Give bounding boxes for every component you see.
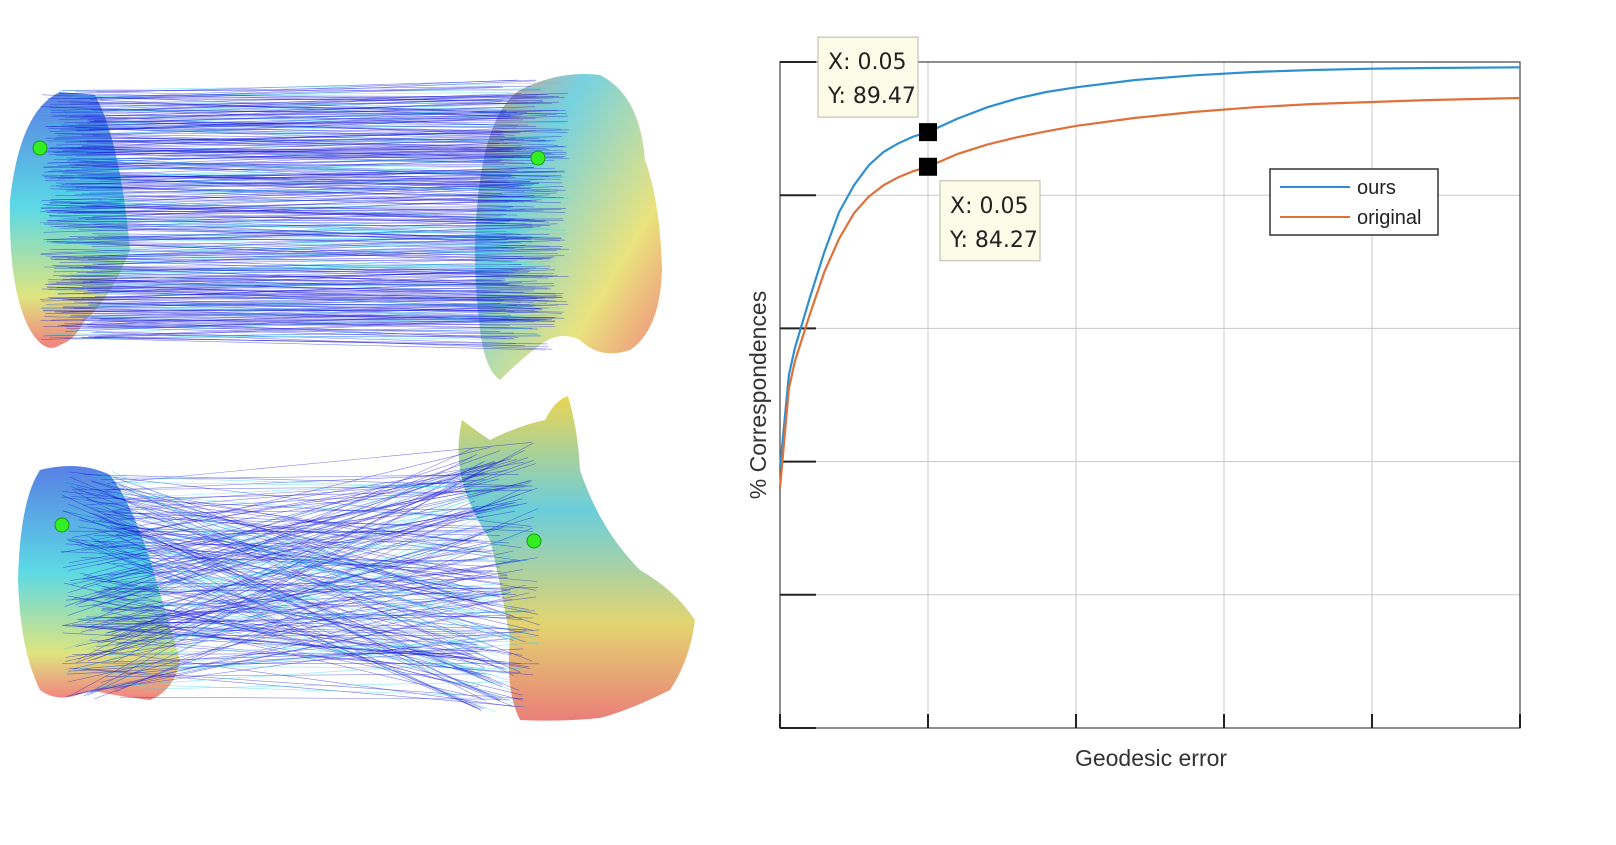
datatip-x: X: 0.05 bbox=[950, 194, 1028, 219]
x-axis-label: Geodesic error bbox=[1075, 745, 1227, 771]
series-line-original bbox=[778, 96, 1521, 489]
top-correspondence-lines bbox=[40, 79, 570, 351]
keypoint-marker bbox=[32, 140, 48, 156]
bottom-right-cat-shape bbox=[458, 396, 695, 721]
datatip-y: Y: 84.27 bbox=[949, 228, 1038, 253]
keypoint-marker bbox=[526, 533, 542, 549]
datatip-marker bbox=[919, 123, 937, 142]
legend-entry-ours: ours bbox=[1357, 177, 1396, 199]
datatip-y: Y: 89.47 bbox=[827, 84, 916, 109]
datatip-box: X: 0.05 Y: 84.27 bbox=[939, 180, 1041, 262]
bottom-correspondence-lines bbox=[60, 442, 541, 713]
axes bbox=[779, 61, 1521, 729]
bottom-shape-pair bbox=[18, 396, 695, 721]
y-axis-label: % Correspondences bbox=[745, 291, 771, 499]
datatip-x: X: 0.05 bbox=[828, 50, 906, 75]
shape-correspondence-panel bbox=[9, 74, 695, 721]
keypoint-marker bbox=[54, 517, 70, 533]
datatip-box: X: 0.05 Y: 89.47 bbox=[817, 36, 919, 118]
datatip-marker bbox=[919, 157, 937, 176]
legend: ours original bbox=[1269, 168, 1439, 236]
keypoint-marker bbox=[530, 150, 546, 166]
grid bbox=[779, 61, 1521, 729]
series-layer bbox=[778, 66, 1521, 489]
top-shape-pair bbox=[9, 74, 662, 380]
top-right-shape bbox=[475, 74, 662, 380]
series-line-ours bbox=[778, 66, 1521, 469]
legend-entry-original: original bbox=[1357, 207, 1421, 229]
geodesic-error-chart: X: 0.05 Y: 89.47 X: 0.05 Y: 84.27 Geodesic … bbox=[745, 36, 1521, 771]
annotations-layer: X: 0.05 Y: 89.47 X: 0.05 Y: 84.27 bbox=[817, 36, 1041, 262]
plot-frame bbox=[779, 61, 1521, 729]
